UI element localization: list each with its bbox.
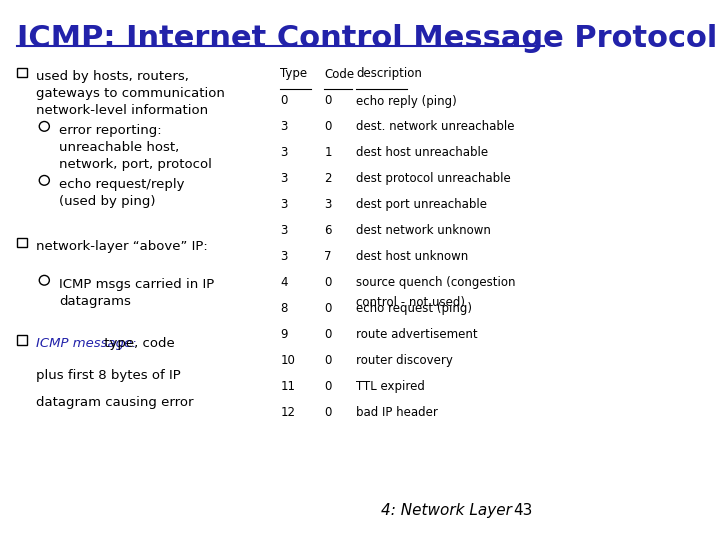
Text: 3: 3 [281, 120, 288, 133]
Circle shape [40, 176, 50, 185]
Text: 2: 2 [324, 172, 332, 185]
Text: router discovery: router discovery [356, 354, 453, 367]
Text: control - not used): control - not used) [356, 296, 465, 309]
Text: 10: 10 [281, 354, 295, 367]
Text: 0: 0 [324, 328, 332, 341]
FancyBboxPatch shape [17, 238, 27, 247]
Text: 7: 7 [324, 250, 332, 263]
Text: 43: 43 [513, 503, 533, 518]
FancyBboxPatch shape [17, 68, 27, 77]
Text: 0: 0 [324, 302, 332, 315]
Text: plus first 8 bytes of IP: plus first 8 bytes of IP [37, 369, 181, 382]
Text: 9: 9 [281, 328, 288, 341]
Text: 0: 0 [324, 406, 332, 419]
Text: 11: 11 [281, 380, 295, 393]
FancyBboxPatch shape [17, 335, 27, 345]
Text: 8: 8 [281, 302, 288, 315]
Text: ICMP message:: ICMP message: [37, 338, 137, 350]
Text: 3: 3 [281, 172, 288, 185]
Text: 3: 3 [281, 198, 288, 211]
Circle shape [40, 275, 50, 285]
Text: 0: 0 [324, 120, 332, 133]
Circle shape [40, 122, 50, 131]
Text: dest host unreachable: dest host unreachable [356, 146, 488, 159]
Text: dest. network unreachable: dest. network unreachable [356, 120, 515, 133]
Text: 0: 0 [324, 380, 332, 393]
Text: echo request/reply
(used by ping): echo request/reply (used by ping) [59, 178, 184, 208]
Text: 3: 3 [324, 198, 332, 211]
Text: 3: 3 [281, 146, 288, 159]
Text: type, code: type, code [100, 338, 174, 350]
Text: used by hosts, routers,
gateways to communication
network-level information: used by hosts, routers, gateways to comm… [37, 70, 225, 117]
Text: echo request (ping): echo request (ping) [356, 302, 472, 315]
Text: ICMP: Internet Control Message Protocol: ICMP: Internet Control Message Protocol [17, 24, 717, 53]
Text: route advertisement: route advertisement [356, 328, 478, 341]
Text: 6: 6 [324, 224, 332, 237]
Text: ICMP msgs carried in IP
datagrams: ICMP msgs carried in IP datagrams [59, 278, 214, 308]
Text: bad IP header: bad IP header [356, 406, 438, 419]
Text: dest protocol unreachable: dest protocol unreachable [356, 172, 511, 185]
Text: 0: 0 [324, 276, 332, 289]
Text: error reporting:
unreachable host,
network, port, protocol: error reporting: unreachable host, netwo… [59, 124, 212, 171]
Text: dest port unreachable: dest port unreachable [356, 198, 487, 211]
Text: 3: 3 [281, 250, 288, 263]
Text: 0: 0 [324, 94, 332, 107]
Text: datagram causing error: datagram causing error [37, 396, 194, 409]
Text: 4: Network Layer: 4: Network Layer [382, 503, 512, 518]
Text: network-layer “above” IP:: network-layer “above” IP: [37, 240, 208, 253]
Text: 12: 12 [281, 406, 295, 419]
Text: 0: 0 [324, 354, 332, 367]
Text: dest network unknown: dest network unknown [356, 224, 491, 237]
Text: TTL expired: TTL expired [356, 380, 425, 393]
Text: 4: 4 [281, 276, 288, 289]
Text: 3: 3 [281, 224, 288, 237]
Text: source quench (congestion: source quench (congestion [356, 276, 516, 289]
Text: Code: Code [324, 68, 354, 80]
Text: 0: 0 [281, 94, 288, 107]
Text: dest host unknown: dest host unknown [356, 250, 469, 263]
Text: Type: Type [281, 68, 307, 80]
Text: 1: 1 [324, 146, 332, 159]
Text: description: description [356, 68, 422, 80]
Text: echo reply (ping): echo reply (ping) [356, 94, 457, 107]
